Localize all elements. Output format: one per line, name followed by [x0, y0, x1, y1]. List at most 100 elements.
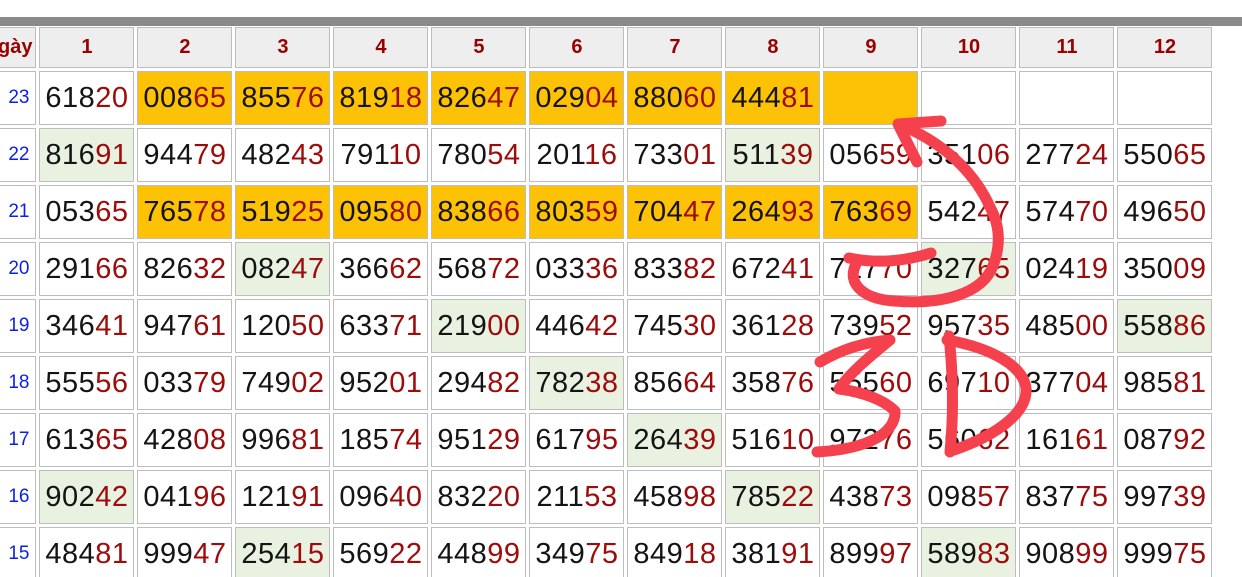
result-tail-digits: 20	[95, 81, 129, 114]
result-tail-digits: 54	[487, 138, 521, 171]
result-main-digits: 633	[339, 309, 390, 342]
day-column-header: gày	[0, 27, 37, 68]
result-cell: 42808	[137, 413, 233, 467]
result-main-digits: 254	[241, 537, 292, 570]
result-main-digits: 908	[1025, 537, 1076, 570]
table-header-row: gày 1 2 3 4 5 6 7 8 9 10 11 12	[0, 27, 1213, 68]
result-tail-digits: 29	[487, 423, 521, 456]
day-cell: 23	[0, 71, 37, 125]
result-tail-digits: 24	[1075, 138, 1109, 171]
result-tail-digits: 75	[1075, 480, 1109, 513]
result-cell: 44642	[529, 299, 625, 353]
day-link[interactable]: 18	[8, 372, 30, 393]
result-tail-digits: 76	[781, 366, 815, 399]
result-cell: 73952	[823, 299, 919, 353]
day-cell: 21	[0, 185, 37, 239]
result-cell	[1117, 71, 1213, 125]
result-tail-digits: 18	[683, 537, 717, 570]
result-tail-digits: 06	[977, 138, 1011, 171]
day-link[interactable]: 17	[8, 429, 30, 450]
result-tail-digits: 04	[585, 81, 619, 114]
result-main-digits: 082	[241, 252, 292, 285]
result-cell: 83220	[431, 470, 527, 524]
result-main-digits: 589	[927, 537, 978, 570]
result-tail-digits: 50	[1173, 195, 1207, 228]
result-tail-digits: 61	[1075, 423, 1109, 456]
result-cell: 81918	[333, 71, 429, 125]
result-cell: 82632	[137, 242, 233, 296]
result-main-digits: 485	[1025, 309, 1076, 342]
day-link[interactable]: 23	[8, 87, 30, 108]
result-cell: 45898	[627, 470, 723, 524]
result-main-digits: 024	[1025, 252, 1076, 285]
result-tail-digits: 75	[1173, 537, 1207, 570]
result-tail-digits: 82	[487, 366, 521, 399]
day-link[interactable]: 22	[8, 144, 30, 165]
table-row: 16 90242 04196 12191 09640 83220 21153 45898 785…	[0, 470, 1213, 524]
result-cell: 03379	[137, 356, 233, 410]
result-main-digits: 095	[339, 195, 390, 228]
result-tail-digits: 98	[683, 480, 717, 513]
result-main-digits: 902	[45, 480, 96, 513]
result-tail-digits: 69	[879, 195, 913, 228]
result-tail-digits: 00	[1075, 309, 1109, 342]
table-row: 17 61365 42808 99681 18574 95129 61795 26439 516…	[0, 413, 1213, 467]
result-cell: 76369	[823, 185, 919, 239]
day-link[interactable]: 19	[8, 315, 30, 336]
result-cell: 32765	[921, 242, 1017, 296]
result-main-digits: 358	[731, 366, 782, 399]
result-main-digits: 294	[437, 366, 488, 399]
day-link[interactable]: 21	[8, 201, 30, 222]
result-tail-digits: 04	[1075, 366, 1109, 399]
result-tail-digits: 50	[291, 309, 325, 342]
result-tail-digits: 79	[193, 138, 227, 171]
result-tail-digits: 62	[389, 252, 423, 285]
result-main-digits: 346	[45, 309, 96, 342]
result-cell: 02904	[529, 71, 625, 125]
column-header: 2	[137, 27, 233, 68]
result-cell: 98581	[1117, 356, 1213, 410]
result-cell: 29166	[39, 242, 135, 296]
result-tail-digits: 64	[683, 366, 717, 399]
day-link[interactable]: 20	[8, 258, 30, 279]
result-cell: 95735	[921, 299, 1017, 353]
result-main-digits: 121	[241, 480, 292, 513]
result-cell: 94479	[137, 128, 233, 182]
result-main-digits: 264	[731, 195, 782, 228]
result-tail-digits: 61	[193, 309, 227, 342]
result-cell: 43873	[823, 470, 919, 524]
result-main-digits: 618	[45, 81, 96, 114]
result-cell: 89997	[823, 527, 919, 577]
result-tail-digits: 93	[781, 195, 815, 228]
result-tail-digits: 09	[1173, 252, 1207, 285]
result-cell	[921, 71, 1017, 125]
result-main-digits: 763	[829, 195, 880, 228]
result-tail-digits: 82	[683, 252, 717, 285]
result-cell: 90899	[1019, 527, 1115, 577]
result-tail-digits: 78	[193, 195, 227, 228]
result-cell: 69710	[921, 356, 1017, 410]
result-tail-digits: 25	[291, 195, 325, 228]
result-main-digits: 446	[535, 309, 586, 342]
result-main-digits: 096	[339, 480, 390, 513]
result-main-digits: 558	[1123, 309, 1174, 342]
column-header: 1	[39, 27, 135, 68]
result-tail-digits: 70	[879, 252, 913, 285]
result-cell: 61795	[529, 413, 625, 467]
result-main-digits: 672	[731, 252, 782, 285]
result-main-digits: 833	[633, 252, 684, 285]
result-main-digits: 555	[829, 366, 880, 399]
day-link[interactable]: 15	[8, 543, 30, 564]
result-cell: 99739	[1117, 470, 1213, 524]
day-link[interactable]: 16	[8, 486, 30, 507]
result-tail-digits: 60	[683, 81, 717, 114]
result-cell: 56872	[431, 242, 527, 296]
result-tail-digits: 52	[879, 309, 913, 342]
result-main-digits: 350	[1123, 252, 1174, 285]
result-cell: 84918	[627, 527, 723, 577]
result-cell: 44899	[431, 527, 527, 577]
table-row: 15 48481 99947 25415 56922 44899 34975 84918 381…	[0, 527, 1213, 577]
result-tail-digits: 92	[1173, 423, 1207, 456]
day-cell: 19	[0, 299, 37, 353]
result-main-digits: 780	[437, 138, 488, 171]
